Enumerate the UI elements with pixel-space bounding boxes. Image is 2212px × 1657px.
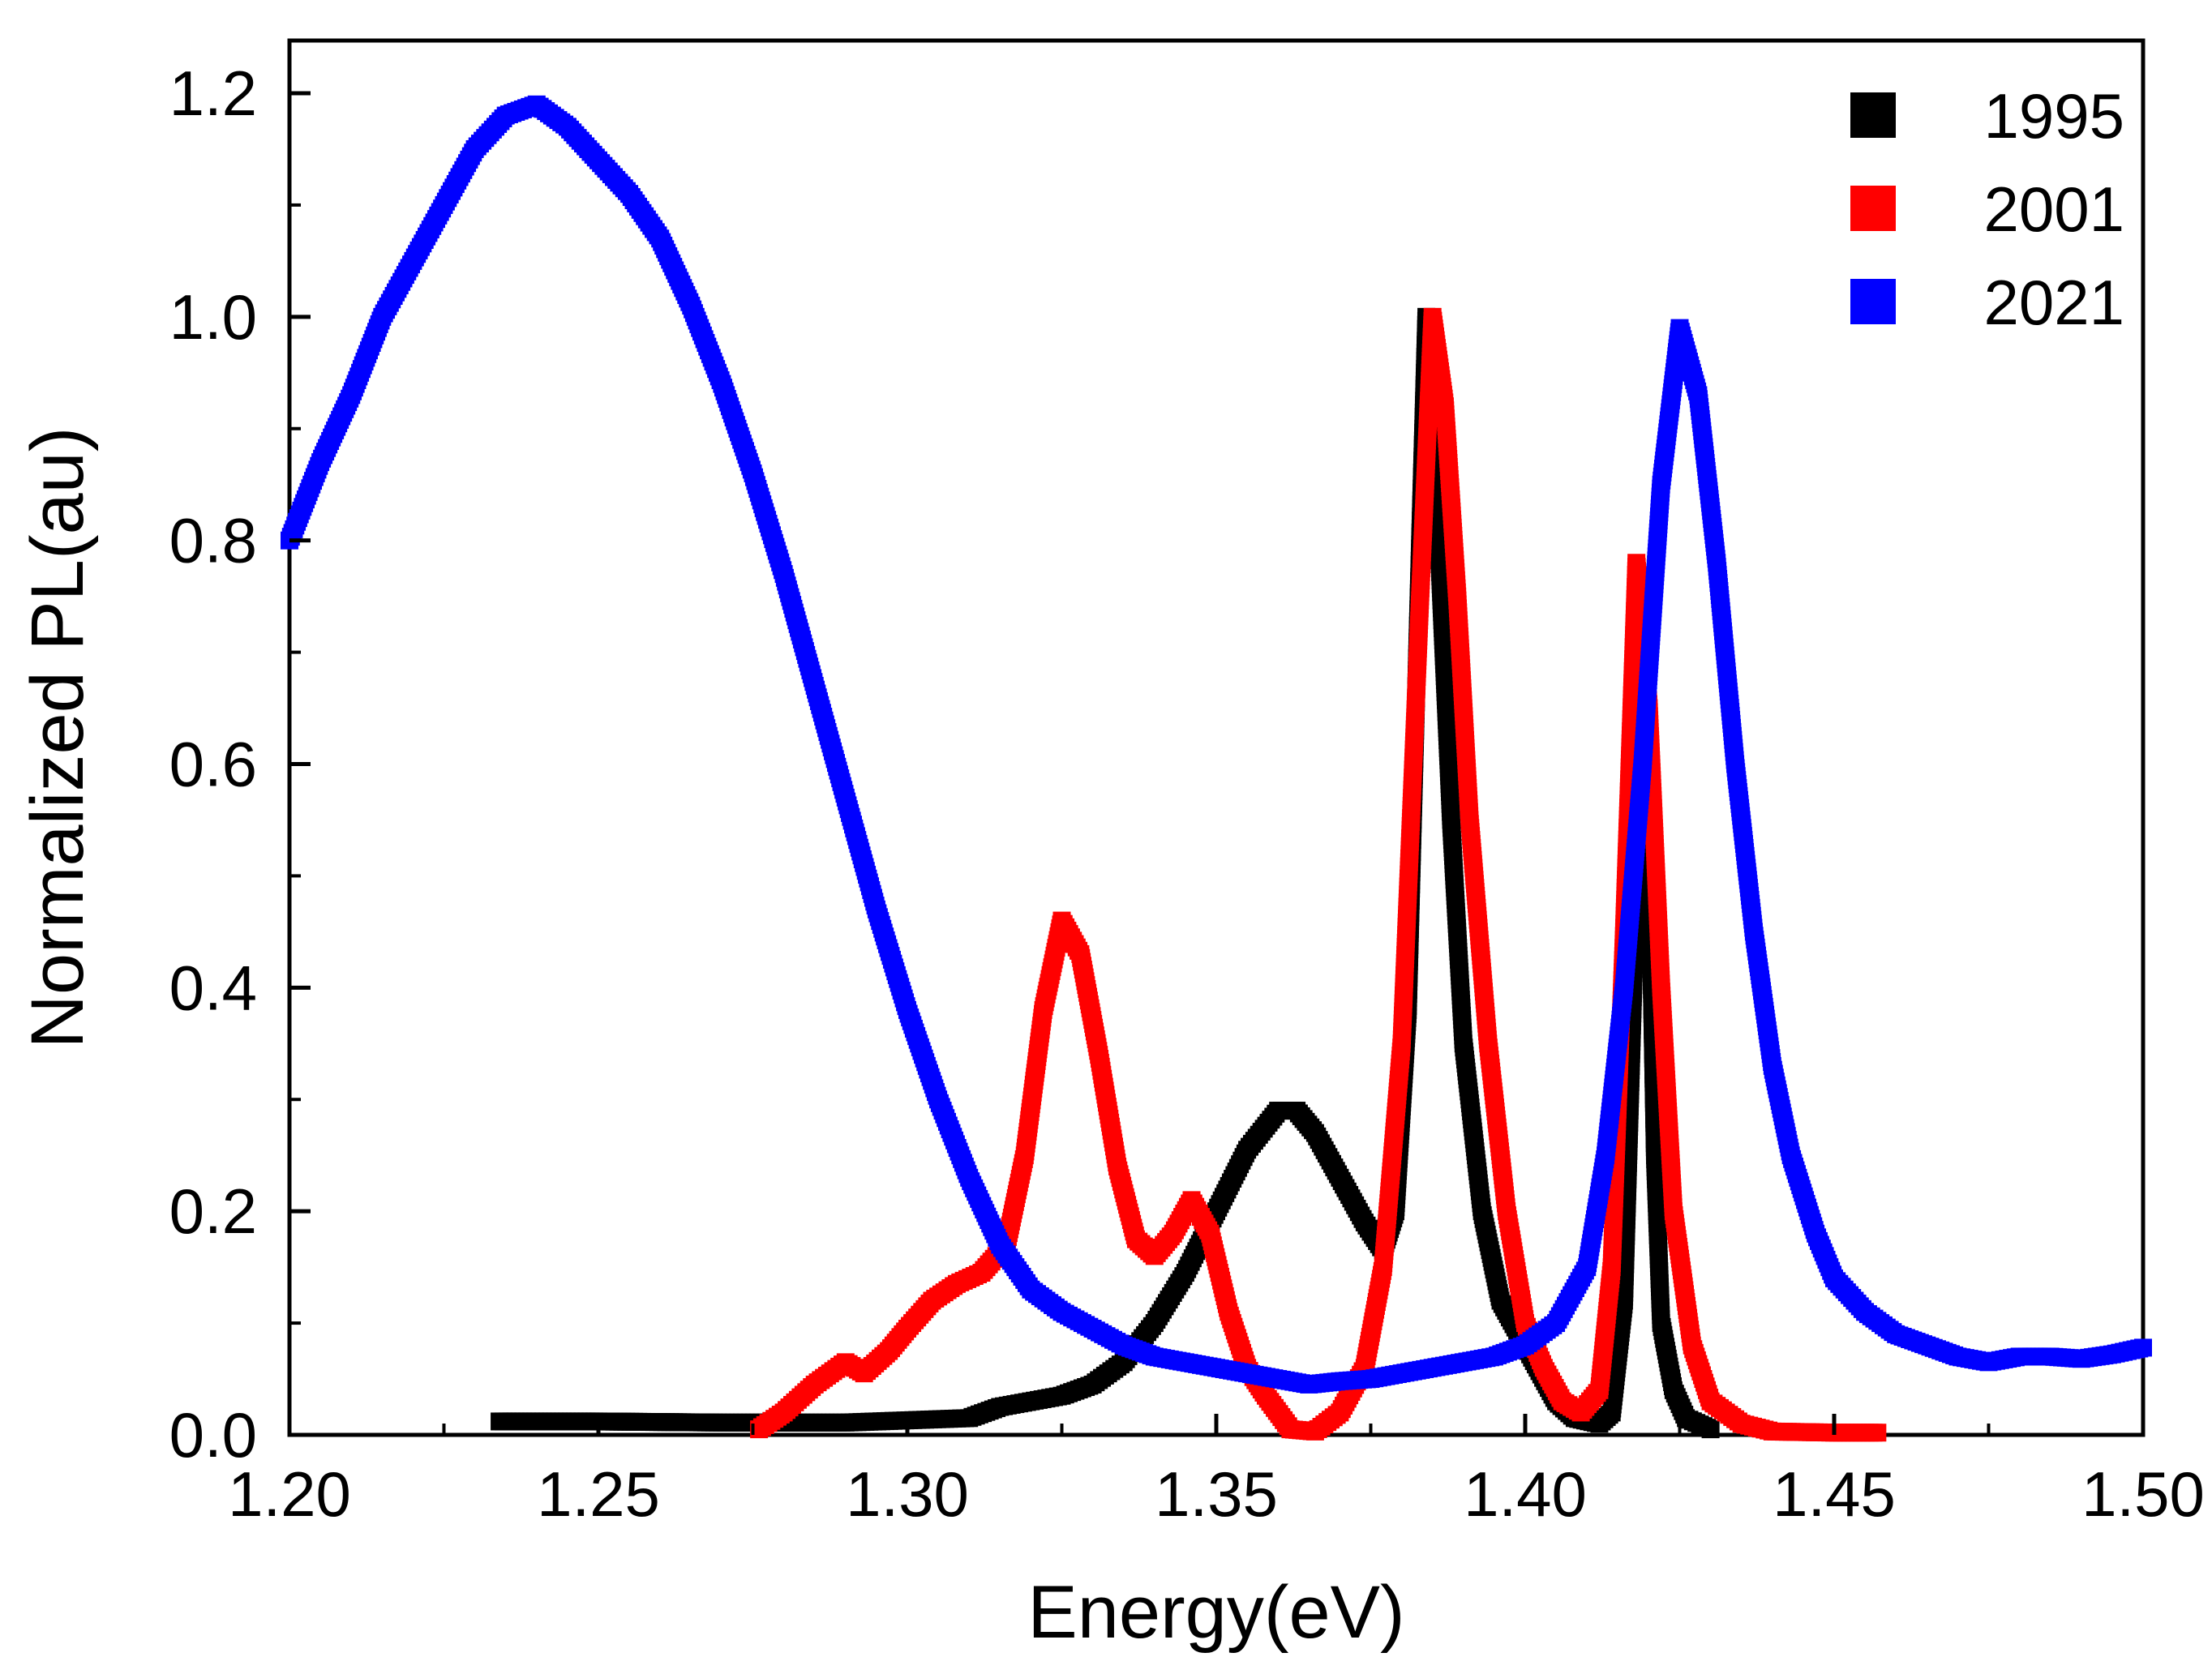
x-tick-label: 1.20 [228,1458,351,1530]
y-tick-label: 0.2 [169,1175,257,1247]
y-axis-title: Normalized PL(au) [16,427,99,1049]
data-point [1701,1420,1720,1439]
y-tick-label: 0.0 [169,1399,257,1471]
x-tick-label: 1.25 [537,1458,660,1530]
legend: 1995 2001 2021 [1850,80,2124,338]
data-point [2134,1338,2152,1357]
legend-label-1995: 1995 [1983,80,2124,152]
legend-marker-2001 [1850,186,1896,231]
x-tick-label: 1.40 [1464,1458,1587,1530]
x-tick-label: 1.50 [2081,1458,2205,1530]
legend-label-2021: 2021 [1983,267,2124,338]
tick-layer: 1.20 1.25 1.30 1.35 1.40 1.45 1.50 0.0 0.2 0.4 0.6… [169,58,2205,1530]
x-axis-title: Energy(eV) [1027,1571,1404,1654]
x-tick-label: 1.30 [846,1458,969,1530]
y-tick-label: 1.2 [169,58,257,129]
y-tick-label: 1.0 [169,281,257,353]
y-tick-label: 0.8 [169,505,257,576]
series-2001 [750,307,1887,1442]
legend-label-2001: 2001 [1983,173,2124,245]
x-tick-label: 1.35 [1155,1458,1278,1530]
x-tick-label: 1.45 [1773,1458,1896,1530]
series-layer [281,95,2152,1442]
series-2021 [281,95,2152,1394]
y-tick-label: 0.6 [169,729,257,800]
series-1995 [491,307,1720,1439]
y-tick-label: 0.4 [169,952,257,1023]
data-point [1868,1424,1887,1442]
legend-marker-1995 [1850,92,1896,138]
legend-marker-2021 [1850,279,1896,324]
